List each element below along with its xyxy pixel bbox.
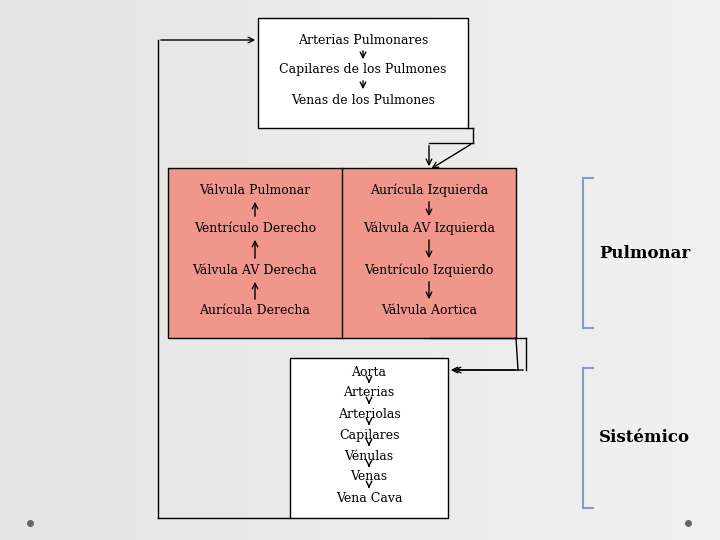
Text: Vénulas: Vénulas	[344, 449, 394, 462]
Text: Vena Cava: Vena Cava	[336, 491, 402, 504]
Text: Sistémico: Sistémico	[599, 429, 690, 447]
Text: Ventrículo Derecho: Ventrículo Derecho	[194, 221, 316, 234]
Text: Válvula Pulmonar: Válvula Pulmonar	[199, 184, 310, 197]
Text: Venas de los Pulmones: Venas de los Pulmones	[291, 93, 435, 106]
Text: Capilares de los Pulmones: Capilares de los Pulmones	[279, 64, 446, 77]
FancyBboxPatch shape	[290, 358, 448, 518]
Text: Aurícula Izquierda: Aurícula Izquierda	[370, 183, 488, 197]
FancyBboxPatch shape	[258, 18, 468, 128]
Text: Válvula AV Izquierda: Válvula AV Izquierda	[363, 221, 495, 235]
Text: Capilares: Capilares	[338, 429, 400, 442]
Text: Arterias Pulmonares: Arterias Pulmonares	[298, 33, 428, 46]
Text: Arteriolas: Arteriolas	[338, 408, 400, 421]
FancyBboxPatch shape	[168, 168, 516, 338]
Text: Válvula AV Derecha: Válvula AV Derecha	[193, 264, 318, 276]
Text: Aorta: Aorta	[351, 366, 387, 379]
Text: Arterias: Arterias	[343, 387, 395, 400]
Text: Pulmonar: Pulmonar	[599, 245, 690, 261]
Text: Aurícula Derecha: Aurícula Derecha	[199, 305, 310, 318]
Text: Venas: Venas	[351, 470, 387, 483]
Text: Válvula Aortica: Válvula Aortica	[381, 305, 477, 318]
Text: Ventrículo Izquierdo: Ventrículo Izquierdo	[364, 263, 494, 276]
